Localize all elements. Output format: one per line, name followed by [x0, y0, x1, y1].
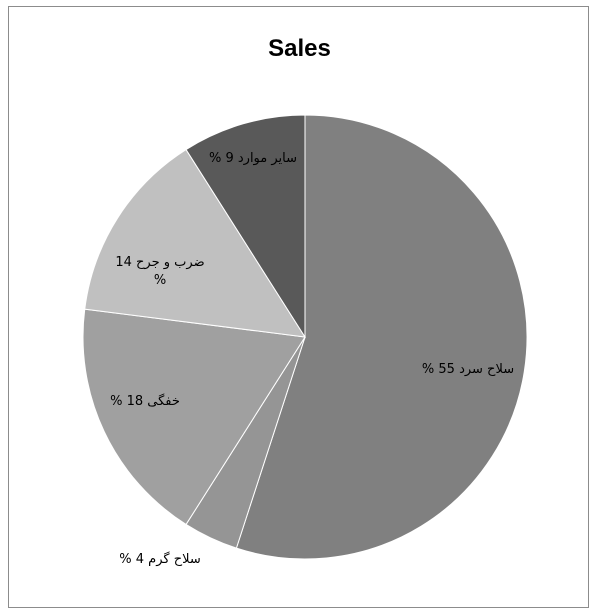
slice-label-firearms: سلاح گرم 4 %: [119, 551, 201, 567]
slice-other: [185, 114, 306, 339]
slice-cold-weapons: [235, 114, 528, 560]
slice-suffocation: [82, 308, 306, 526]
slice-label-suffocation: خفگی 18 %: [110, 393, 180, 409]
slice-assault: [84, 148, 306, 338]
slice-label-other: سایر موارد 9 %: [209, 151, 297, 166]
slice-label-cold-weapons: سلاح سرد 55 %: [422, 362, 514, 377]
chart-title: Sales: [268, 35, 331, 62]
slice-label-assault-line2: %: [154, 273, 166, 288]
slice-label-assault-line1: ضرب و جرح 14: [115, 255, 204, 270]
